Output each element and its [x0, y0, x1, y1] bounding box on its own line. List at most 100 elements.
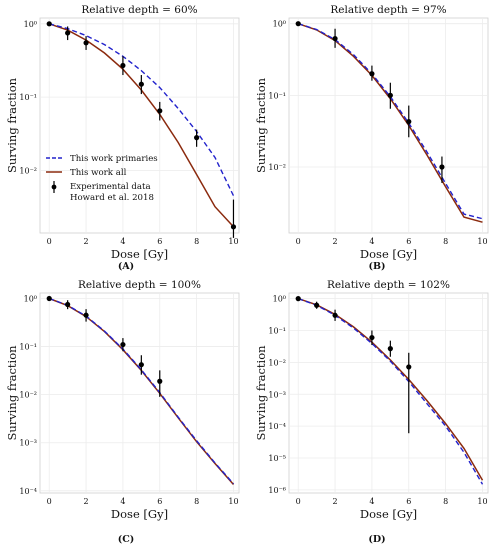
legend-label-all: This work all [70, 168, 127, 178]
data-point [230, 224, 237, 230]
x-tick-label: 4 [369, 237, 374, 246]
x-tick-label: 0 [47, 497, 52, 506]
x-tick-label: 4 [369, 497, 374, 506]
y-tick-label: 10⁰ [24, 294, 37, 303]
x-tick-label: 2 [333, 237, 338, 246]
x-tick-label: 10 [228, 497, 238, 506]
y-tick-label: 10⁻³ [19, 439, 37, 448]
data-point [46, 295, 52, 302]
x-axis-label: Dose [Gy] [111, 247, 168, 261]
y-tick-label: 10⁻¹ [19, 343, 37, 352]
x-tick-label: 6 [406, 237, 411, 246]
data-point [314, 302, 320, 308]
data-point [332, 312, 338, 318]
y-tick-label: 10⁻¹ [268, 326, 286, 335]
x-tick-label: 8 [443, 237, 448, 246]
x-axis-label: Dose [Gy] [360, 507, 417, 521]
data-point [138, 81, 144, 87]
series-line-primaries [297, 297, 484, 485]
panel-title: Relative depth = 100% [78, 279, 201, 291]
y-tick-label: 10⁻³ [268, 390, 286, 399]
panel-letter: (D) [368, 534, 385, 545]
x-tick-label: 8 [443, 497, 448, 506]
panel-letter: (B) [368, 261, 385, 272]
x-tick-label: 8 [194, 237, 199, 246]
data-point [406, 364, 412, 370]
panel-3: 0 2 4 6 8 10 10⁰ 10⁻¹ 10⁻² 10⁻³ 10⁻⁴ Relative depth… [5, 279, 240, 545]
panel-title: Relative depth = 97% [330, 4, 446, 16]
y-axis-label: Surving fraction [5, 77, 19, 173]
data-point [332, 35, 338, 42]
y-tick-label: 10⁻² [268, 358, 286, 367]
data-point [439, 164, 445, 170]
y-tick-label: 10⁰ [24, 20, 37, 29]
y-tick-label: 10⁻⁴ [268, 422, 286, 431]
data-point [65, 30, 71, 36]
data-point [295, 296, 301, 302]
legend: This work primaries This work all Experime… [46, 154, 158, 203]
panel-title: Relative depth = 102% [327, 279, 450, 291]
x-tick-label: 2 [333, 497, 338, 506]
series-line-primaries [49, 23, 235, 197]
legend-swatch-experimental [51, 184, 57, 190]
legend-label-primaries: This work primaries [70, 154, 158, 164]
y-tick-label: 10⁻⁴ [19, 487, 37, 496]
y-axis-label: Surving fraction [254, 345, 268, 441]
x-tick-label: 4 [120, 497, 125, 506]
x-tick-label: 10 [228, 237, 238, 246]
x-tick-label: 2 [84, 237, 89, 246]
x-tick-label: 6 [157, 497, 162, 506]
y-tick-label: 10⁻⁵ [268, 454, 286, 463]
data-point [157, 378, 163, 384]
legend-label-experimental: Experimental data [70, 182, 151, 192]
data-point [65, 301, 71, 308]
y-axis-label: Surving fraction [5, 345, 19, 441]
y-axis-label: Surving fraction [254, 77, 268, 173]
panel-title: Relative depth = 60% [81, 4, 197, 16]
y-tick-label: 10⁰ [273, 295, 286, 304]
data-point [369, 71, 375, 77]
y-tick-label: 10⁻¹ [268, 91, 286, 100]
x-tick-label: 6 [406, 497, 411, 506]
x-tick-label: 0 [47, 237, 52, 246]
data-point [387, 346, 393, 352]
data-point [387, 92, 393, 98]
data-point [138, 362, 144, 368]
panel-2: 0 2 4 6 8 10 10⁰ 10⁻¹ 10⁻² Relative depth = 97% Do… [254, 4, 489, 272]
data-point [120, 341, 126, 348]
data-point [194, 135, 200, 141]
x-axis-label: Dose [Gy] [360, 247, 417, 261]
data-point [46, 21, 52, 27]
x-tick-label: 10 [477, 497, 487, 506]
data-point [406, 119, 412, 125]
x-tick-label: 2 [84, 497, 89, 506]
x-axis-label: Dose [Gy] [111, 507, 168, 521]
x-tick-label: 8 [194, 497, 199, 506]
series-line-primaries [48, 297, 235, 485]
panel-letter: (C) [118, 534, 135, 545]
y-tick-label: 10⁻² [19, 391, 37, 400]
data-point [120, 62, 126, 69]
y-tick-label: 10⁰ [273, 20, 286, 29]
x-tick-label: 0 [296, 237, 301, 246]
panel-1: 0 2 4 6 8 10 10⁰ 10⁻¹ 10⁻² Relative depth = 60% Do… [5, 4, 240, 272]
data-point [83, 40, 89, 46]
plot-area [288, 17, 489, 234]
legend-label-experimental-source: Howard et al. 2018 [70, 193, 154, 203]
plot-area [39, 292, 240, 494]
data-point [83, 312, 89, 318]
x-tick-label: 10 [477, 237, 487, 246]
data-point [295, 21, 301, 27]
y-tick-label: 10⁻⁶ [268, 486, 286, 495]
x-tick-label: 0 [296, 497, 301, 506]
plot-area [288, 292, 489, 494]
panel-4: 0 2 4 6 8 10 10⁰ 10⁻¹ 10⁻² 10⁻³ 10⁻⁴ 10⁻⁵ 10⁻⁶ Relati… [254, 279, 489, 545]
panel-letter: (A) [118, 261, 134, 272]
x-tick-label: 6 [157, 237, 162, 246]
y-tick-label: 10⁻² [19, 166, 37, 175]
y-tick-label: 10⁻² [268, 163, 286, 172]
data-point [157, 108, 163, 114]
y-tick-label: 10⁻¹ [19, 93, 37, 102]
